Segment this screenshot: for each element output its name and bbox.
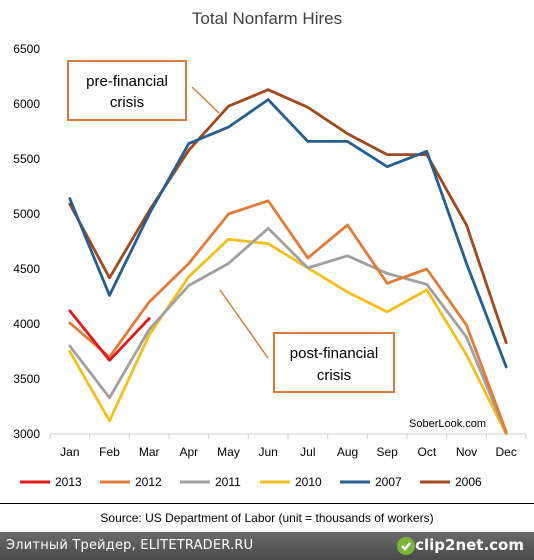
chart: Total Nonfarm Hires 3000 3500 4000 4500 5000… — [13, 9, 527, 489]
y-axis: 3000 3500 4000 4500 5000 5500 6000 6500 — [13, 42, 40, 441]
x-tick-label: Oct — [417, 445, 436, 459]
footer-site-text: Элитный Трейдер, ELITETRADER.RU — [6, 538, 254, 553]
clip-logo-icon — [397, 537, 415, 555]
annotation-text-line: crisis — [110, 94, 144, 111]
legend-label-2006: 2006 — [455, 475, 482, 489]
y-tick-label: 5500 — [13, 152, 40, 166]
series-line-2012 — [68, 199, 508, 434]
series-line-2010 — [68, 237, 508, 436]
legend-label-2011: 2011 — [215, 475, 241, 489]
y-tick-label: 3000 — [13, 427, 40, 441]
x-tick-label: Jul — [300, 445, 315, 459]
divider — [0, 503, 534, 504]
y-tick-label: 6500 — [13, 42, 40, 56]
x-tick-label: Feb — [99, 445, 120, 459]
footer-brand-text: clip2net.com — [415, 536, 524, 554]
watermark-text: SoberLook.com — [409, 418, 486, 430]
annotation-text-line: post-financial — [290, 345, 378, 362]
x-tick-label: Aug — [337, 445, 358, 459]
series-lines — [68, 88, 508, 436]
x-tick-label: Jan — [60, 445, 79, 459]
y-tick-label: 4000 — [13, 317, 40, 331]
x-tick-label: Jun — [258, 445, 277, 459]
x-tick-label: Mar — [139, 445, 160, 459]
annotation-pointer — [219, 289, 269, 359]
footer-bar: Элитный Трейдер, ELITETRADER.RU clip2net… — [0, 532, 534, 560]
series-line-2011 — [68, 226, 508, 435]
annotation-pointer — [191, 86, 220, 114]
chart-title: Total Nonfarm Hires — [192, 9, 342, 28]
legend: 2013 2012 2011 2010 2007 2006 — [20, 475, 482, 489]
x-tick-label: Sep — [376, 445, 398, 459]
annotation-box — [67, 60, 187, 121]
y-tick-label: 3500 — [13, 372, 40, 386]
source-note: Source: US Department of Labor (unit = t… — [100, 511, 434, 525]
y-tick-label: 6000 — [13, 97, 40, 111]
legend-label-2013: 2013 — [55, 475, 82, 489]
x-tick-label: Nov — [456, 445, 477, 459]
annotation-text-line: pre-financial — [86, 73, 168, 90]
annotation-text-line: crisis — [317, 367, 351, 384]
annotation-post-crisis: post-financial crisis — [219, 289, 395, 393]
legend-label-2012: 2012 — [135, 475, 162, 489]
x-axis: Jan Feb Mar Apr May Jun Jul Aug Sep Oct Nov Dec — [49, 433, 527, 459]
series-line-2013 — [68, 309, 151, 362]
annotation-box — [273, 332, 395, 393]
x-tick-label: Dec — [495, 445, 516, 459]
y-tick-label: 5000 — [13, 207, 40, 221]
x-tick-label: Apr — [179, 445, 198, 459]
legend-label-2007: 2007 — [375, 475, 402, 489]
x-tick-label: May — [217, 445, 240, 459]
legend-label-2010: 2010 — [295, 475, 322, 489]
y-tick-label: 4500 — [13, 262, 40, 276]
series-line-2007 — [68, 98, 508, 369]
annotation-pre-crisis: pre-financial crisis — [67, 60, 220, 121]
